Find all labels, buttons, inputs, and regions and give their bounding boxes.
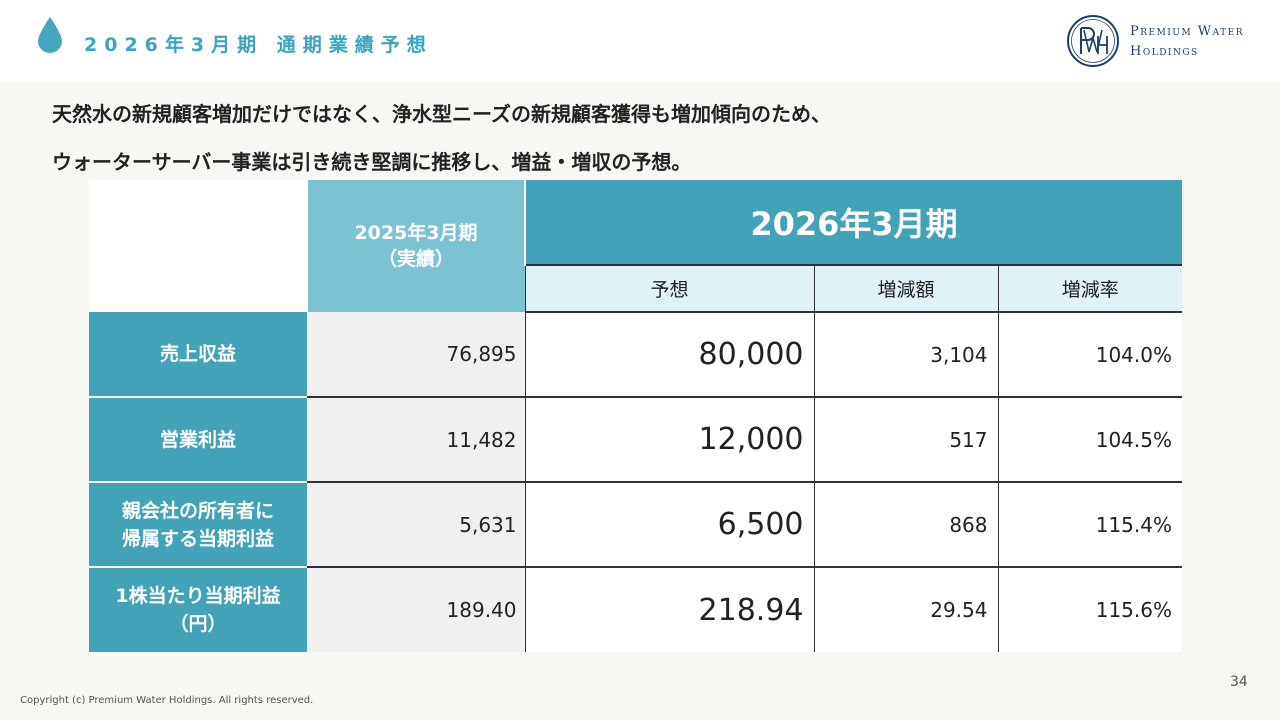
row-label-line: 1株当たり当期利益 [115, 585, 281, 607]
row-label-operating-profit: 営業利益 [89, 397, 307, 483]
change-value-cell: 868 [813, 482, 998, 568]
row-label-line: 帰属する当期利益 [121, 527, 274, 550]
table-row: 1株当たり当期利益 （円） 189.40 218.94 29.54 115.6% [89, 567, 1182, 652]
table-row: 売上収益 76,895 80,000 3,104 104.0% [89, 312, 1182, 398]
forecast-value-cell: 80,000 [524, 312, 814, 398]
prev-value-cell: 189.40 [307, 567, 525, 652]
copyright-notice: Copyright (c) Premium Water Holdings. Al… [20, 695, 314, 706]
forecast-value-cell: 218.94 [524, 567, 814, 652]
lead-line-2: ウォーターサーバー事業は引き続き堅調に推移し、増益・増収の予想。 [52, 150, 692, 174]
row-label-line: 営業利益 [159, 428, 236, 451]
row-label-revenue: 売上収益 [89, 312, 307, 398]
slide-title: 2026年3月期 通期業績予想 [84, 34, 433, 56]
rate-value-cell: 104.5% [997, 397, 1182, 483]
row-label-line: （円） [169, 613, 227, 635]
row-label-eps: 1株当たり当期利益 （円） [89, 567, 307, 652]
sub-header-change: 増減額 [813, 264, 998, 313]
sub-header-rate: 増減率 [997, 264, 1182, 313]
company-logo-text: Premium Water Holdings [1130, 22, 1270, 62]
row-label-line: 売上収益 [159, 343, 236, 365]
lead-line-1: 天然水の新規顧客増加だけではなく、浄水型ニーズの新規顧客獲得も増加傾向のため、 [52, 102, 831, 126]
sub-header-forecast: 予想 [524, 264, 814, 313]
change-value-cell: 517 [813, 397, 998, 483]
rate-value-cell: 115.6% [997, 567, 1182, 652]
table-row: 親会社の所有者に 帰属する当期利益 5,631 6,500 868 115.4% [89, 482, 1182, 568]
logo-line-2: Holdings [1130, 44, 1199, 59]
current-year-header: 2026年3月期 [524, 180, 1182, 265]
forecast-table: 2025年3月期 （実績） 2026年3月期 予想 増減額 増減率 売上収益 7… [89, 180, 1182, 652]
forecast-value-cell: 12,000 [524, 397, 814, 483]
row-label-net-income: 親会社の所有者に 帰属する当期利益 [89, 482, 307, 568]
logo-line-1: Premium Water [1130, 24, 1245, 39]
prev-value-cell: 11,482 [307, 397, 525, 483]
rate-value-cell: 104.0% [997, 312, 1182, 398]
prev-value-cell: 76,895 [307, 312, 525, 398]
slide-header: 2026年3月期 通期業績予想 Premium Water Holdings [0, 0, 1280, 82]
lead-text: 天然水の新規顧客増加だけではなく、浄水型ニーズの新規顧客獲得も増加傾向のため、 … [52, 90, 1232, 186]
prev-value-cell: 5,631 [307, 482, 525, 568]
table-corner [89, 180, 307, 312]
row-label-line: 親会社の所有者に [121, 499, 274, 522]
water-drop-icon [38, 17, 62, 53]
change-value-cell: 29.54 [813, 567, 998, 652]
page-number: 34 [1230, 674, 1248, 690]
prev-year-header: 2025年3月期 （実績） [306, 180, 525, 312]
prev-year-header-line-2: （実績） [377, 248, 454, 270]
rate-value-cell: 115.4% [997, 482, 1182, 568]
prev-year-header-line-1: 2025年3月期 [354, 222, 478, 244]
pwh-monogram-icon [1067, 15, 1119, 67]
forecast-value-cell: 6,500 [524, 482, 814, 568]
change-value-cell: 3,104 [813, 312, 998, 398]
table-row: 営業利益 11,482 12,000 517 104.5% [89, 397, 1182, 483]
